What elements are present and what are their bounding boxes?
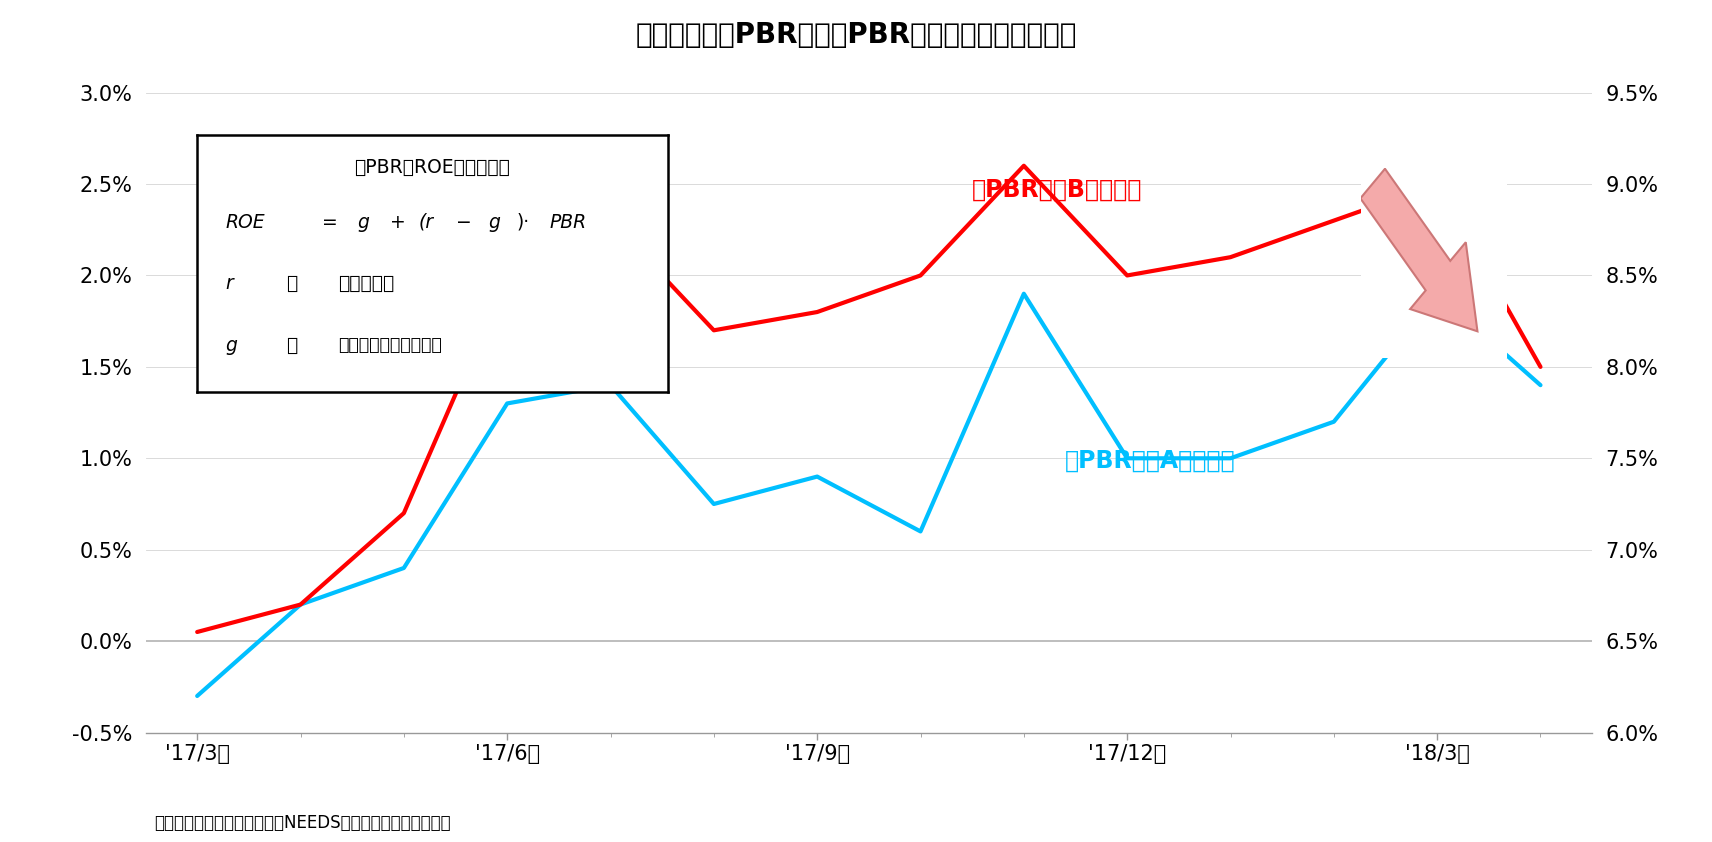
Text: ROE: ROE	[224, 212, 265, 232]
Text: ＜PBRとROEの関係式＞: ＜PBRとROEの関係式＞	[354, 157, 510, 177]
Text: +: +	[390, 212, 406, 232]
FancyArrow shape	[1361, 168, 1477, 332]
Text: 高PBR株（B）：右軸: 高PBR株（B）：右軸	[972, 178, 1142, 202]
Text: −: −	[455, 212, 471, 232]
Text: 残余利益の期待成長率: 残余利益の期待成長率	[337, 336, 442, 354]
Text: r: r	[224, 274, 233, 293]
Text: 低PBR株（A）：左軸: 低PBR株（A）：左軸	[1065, 449, 1236, 472]
Text: （資料）東洋経済予想、日経NEEDSのデータより筆者作成。: （資料）東洋経済予想、日経NEEDSのデータより筆者作成。	[154, 814, 450, 832]
Text: ：: ：	[286, 274, 298, 293]
Text: 資本コスト: 資本コスト	[337, 274, 394, 293]
Text: )·: )·	[517, 212, 531, 232]
Text: 【図表２】低PBR株と高PBR株の期待成長率の推移: 【図表２】低PBR株と高PBR株の期待成長率の推移	[635, 21, 1077, 49]
Text: g: g	[224, 336, 236, 354]
Text: g: g	[356, 212, 368, 232]
Text: ：: ：	[286, 336, 298, 354]
Text: g: g	[490, 212, 500, 232]
Text: =: =	[322, 212, 337, 232]
Text: (r: (r	[418, 212, 433, 232]
Text: PBR: PBR	[550, 212, 587, 232]
